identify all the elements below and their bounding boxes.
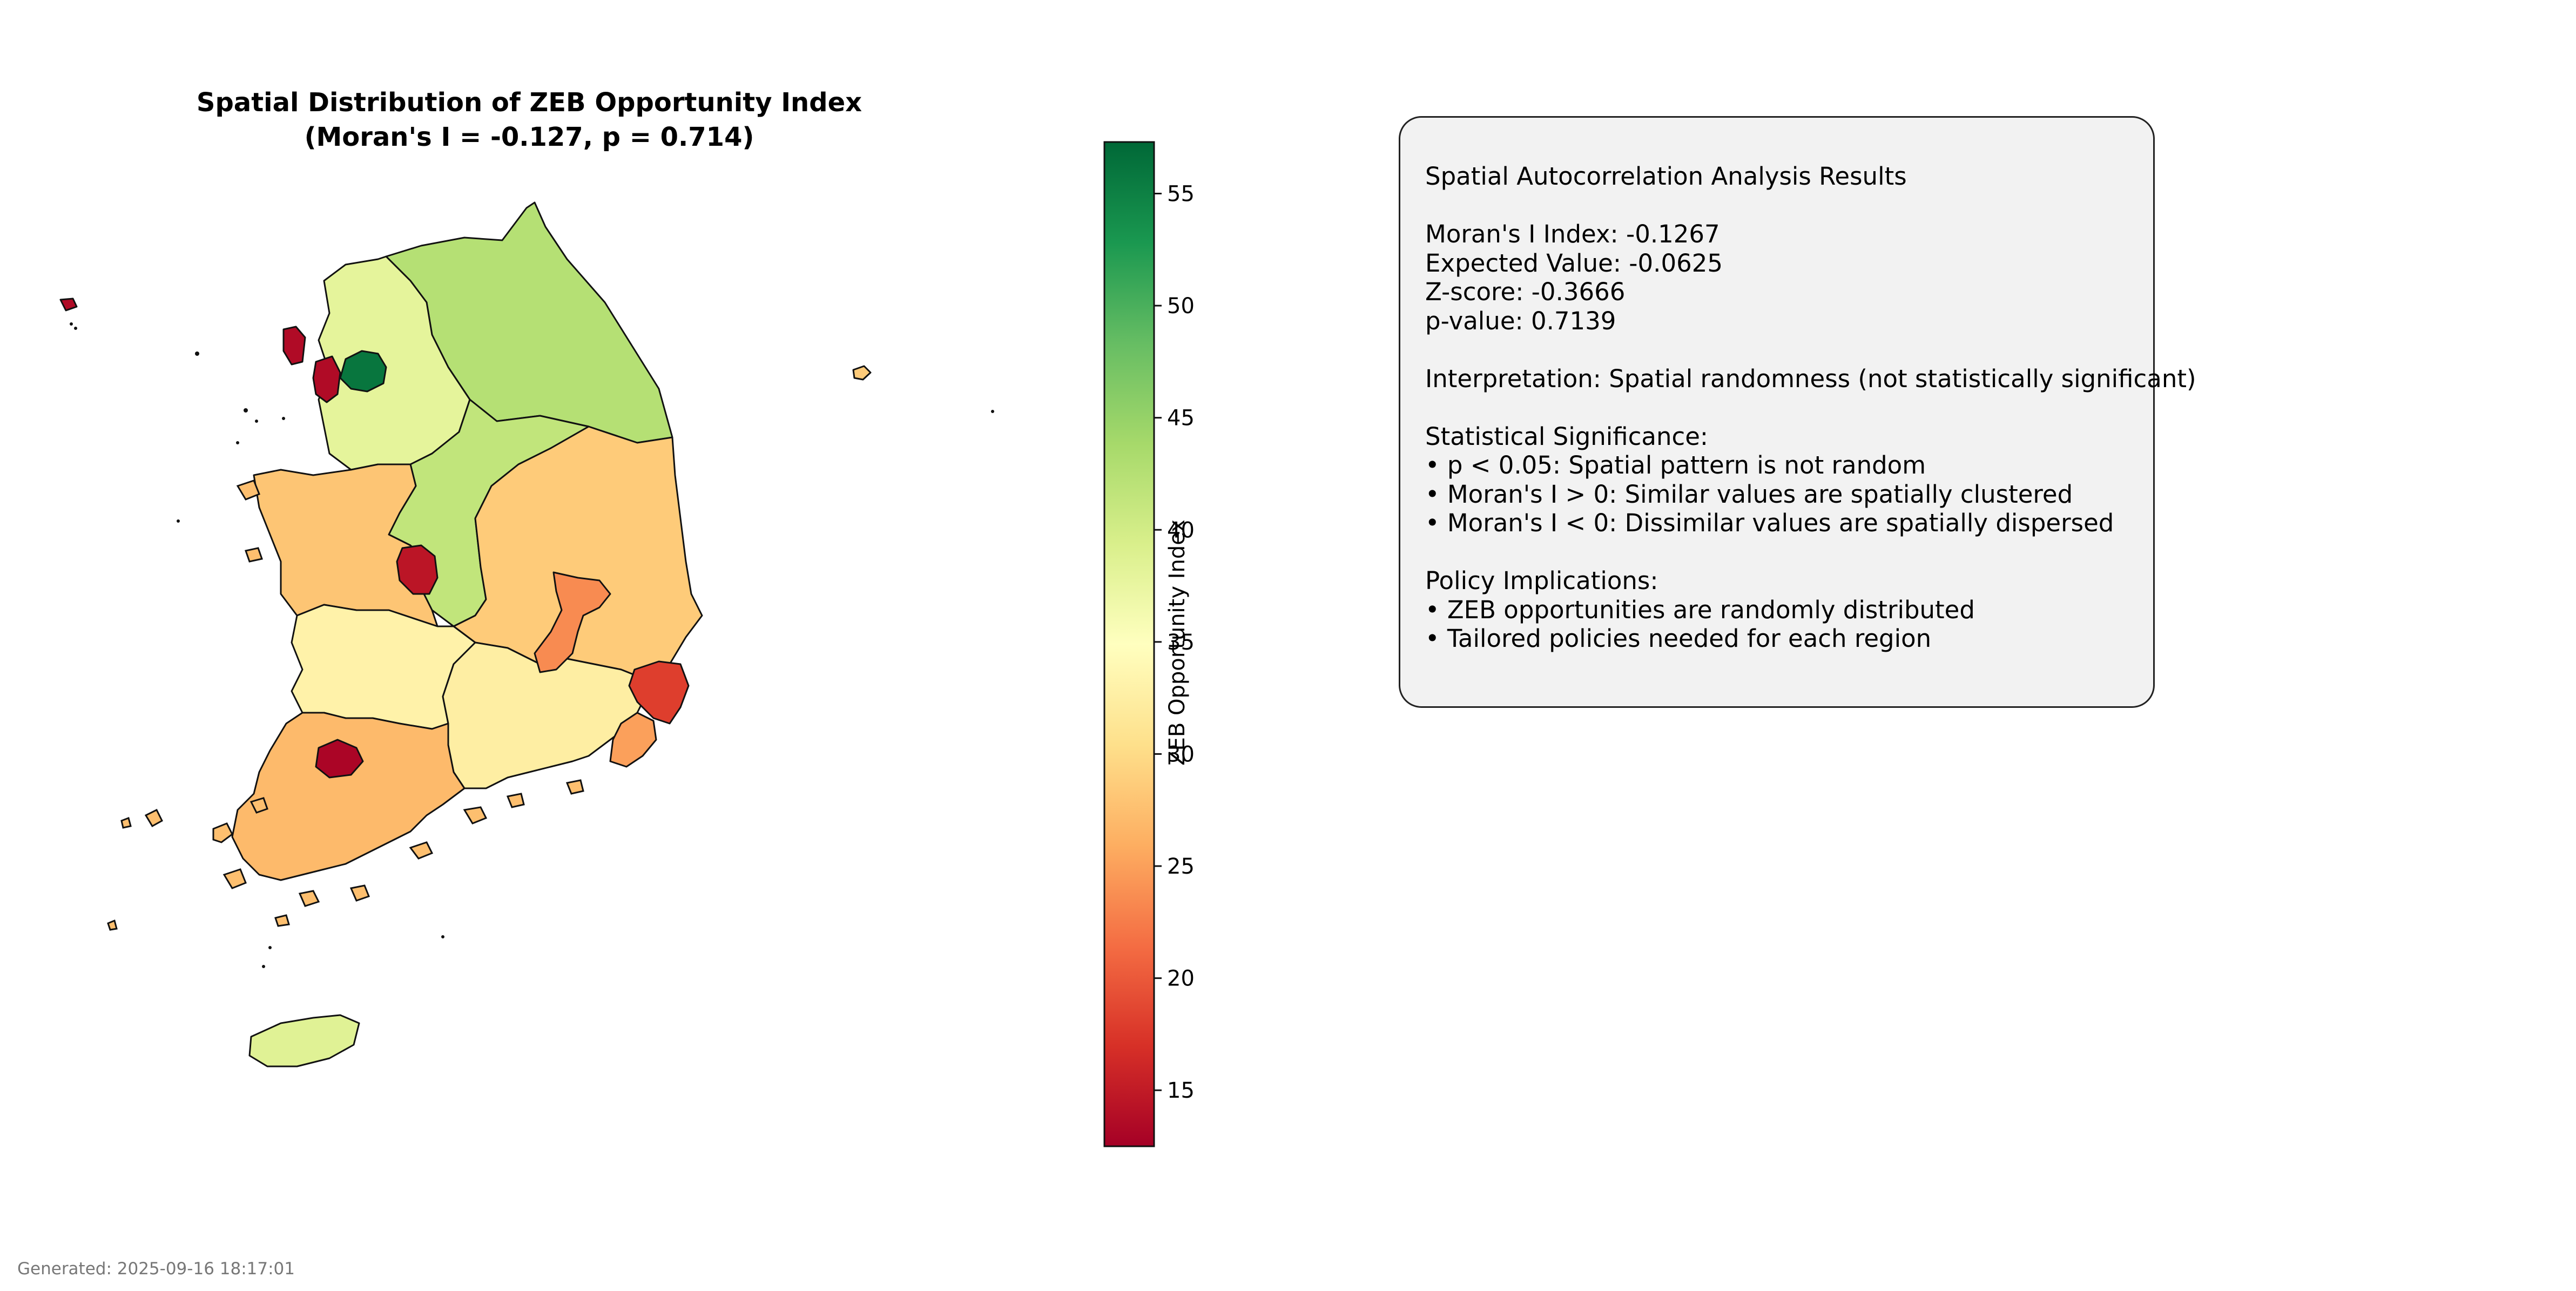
map-title-line1: Spatial Distribution of ZEB Opportunity … xyxy=(196,87,862,118)
region-jeonnam xyxy=(231,712,466,881)
region-jeju xyxy=(248,1014,360,1067)
region-incheon-islet xyxy=(59,298,78,312)
colorbar-tick-label: 15 xyxy=(1167,1078,1195,1103)
colorbar-tick-label: 50 xyxy=(1167,294,1195,319)
colorbar-tick-label: 45 xyxy=(1167,406,1195,431)
info-policy-2: • Tailored policies needed for each regi… xyxy=(1425,624,1932,653)
info-z-score: Z-score: -0.3666 xyxy=(1425,278,1626,306)
analysis-results-box: Spatial Autocorrelation Analysis Results… xyxy=(1399,116,2196,708)
region-daegu xyxy=(534,571,611,673)
region-incheon-ganghwa xyxy=(282,326,306,366)
colorbar-tick-label: 35 xyxy=(1167,630,1195,655)
coastal-islets xyxy=(107,479,584,931)
region-seoul xyxy=(339,350,387,393)
colorbar-gradient xyxy=(1103,141,1155,1147)
map-title: Spatial Distribution of ZEB Opportunity … xyxy=(151,85,907,154)
info-interpretation: Interpretation: Spatial randomness (not … xyxy=(1425,364,2196,393)
colorbar-tick-label: 30 xyxy=(1167,742,1195,767)
region-sejong xyxy=(396,544,439,595)
region-gwangju xyxy=(315,739,364,779)
info-significance-1: • p < 0.05: Spatial pattern is not rando… xyxy=(1425,451,1926,479)
map-title-line2: (Moran's I = -0.127, p = 0.714) xyxy=(304,122,754,152)
region-ulleungdo xyxy=(852,365,872,381)
colorbar-ticks: 15 20 25 30 35 40 45 50 55 xyxy=(1154,181,1195,1103)
generated-timestamp: Generated: 2025-09-16 18:17:01 xyxy=(17,1259,295,1279)
info-significance-3: • Moran's I < 0: Dissimilar values are s… xyxy=(1425,509,2114,537)
info-expected-value: Expected Value: -0.0625 xyxy=(1425,248,1723,278)
colorbar-tick-label: 40 xyxy=(1167,518,1195,543)
colorbar: 15 20 25 30 35 40 45 50 55 xyxy=(1103,141,1195,1147)
info-significance-2: • Moran's I > 0: Similar values are spat… xyxy=(1425,479,2073,509)
info-policy-1: • ZEB opportunities are randomly distrib… xyxy=(1425,595,1975,624)
info-morans-i: Moran's I Index: -0.1267 xyxy=(1425,220,1720,248)
info-policy-heading: Policy Implications: xyxy=(1425,566,1658,595)
colorbar-label: ZEB Opportunity Index xyxy=(1165,519,1190,766)
colorbar-tick-label: 20 xyxy=(1167,966,1195,991)
info-significance-heading: Statistical Significance: xyxy=(1425,422,1709,451)
colorbar-tick-label: 55 xyxy=(1167,181,1195,206)
region-incheon xyxy=(312,355,341,403)
region-busan xyxy=(609,712,657,768)
info-p-value: p-value: 0.7139 xyxy=(1425,306,1616,335)
info-heading: Spatial Autocorrelation Analysis Results xyxy=(1425,162,1907,191)
region-chungnam xyxy=(253,463,439,627)
coastal-dots xyxy=(70,322,994,968)
region-ulsan xyxy=(628,660,690,725)
colorbar-tick-label: 25 xyxy=(1167,854,1195,879)
